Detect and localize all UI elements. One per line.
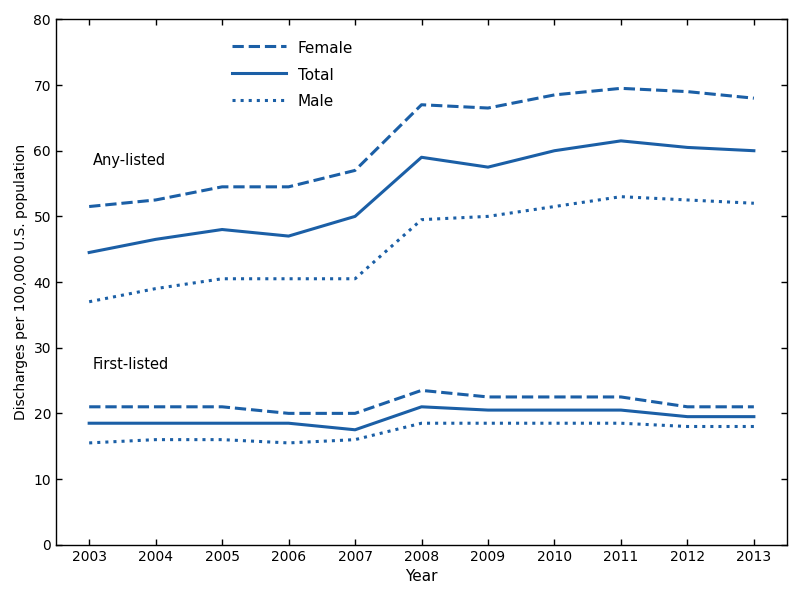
- Female: [217, 183, 227, 190]
- Total: [549, 147, 559, 154]
- Text: Any-listed: Any-listed: [92, 153, 166, 168]
- Line: Male: Male: [89, 197, 754, 302]
- Male: [682, 196, 692, 203]
- Male: [483, 213, 493, 220]
- Total: [217, 226, 227, 233]
- Male: [417, 216, 426, 223]
- Total: [616, 138, 626, 145]
- Male: [749, 200, 759, 207]
- Total: [84, 249, 94, 256]
- Female: [616, 85, 626, 92]
- Male: [350, 275, 360, 282]
- Total: [749, 147, 759, 154]
- Total: [350, 213, 360, 220]
- Total: [284, 233, 293, 240]
- Female: [483, 105, 493, 112]
- Female: [417, 101, 426, 108]
- Total: [151, 236, 160, 243]
- Total: [682, 144, 692, 151]
- Female: [350, 167, 360, 174]
- Male: [217, 275, 227, 282]
- Male: [84, 298, 94, 306]
- Y-axis label: Discharges per 100,000 U.S. population: Discharges per 100,000 U.S. population: [14, 144, 28, 420]
- Female: [284, 183, 293, 190]
- Female: [549, 91, 559, 99]
- Male: [549, 203, 559, 210]
- Total: [417, 154, 426, 161]
- Male: [284, 275, 293, 282]
- Male: [151, 285, 160, 292]
- Female: [84, 203, 94, 210]
- Female: [749, 94, 759, 102]
- Text: First-listed: First-listed: [92, 356, 169, 371]
- Total: [483, 163, 493, 170]
- Line: Female: Female: [89, 89, 754, 206]
- Male: [616, 193, 626, 200]
- X-axis label: Year: Year: [405, 569, 438, 584]
- Legend: Female, Total, Male: Female, Total, Male: [224, 32, 360, 117]
- Female: [151, 196, 160, 203]
- Female: [682, 88, 692, 95]
- Line: Total: Total: [89, 141, 754, 252]
